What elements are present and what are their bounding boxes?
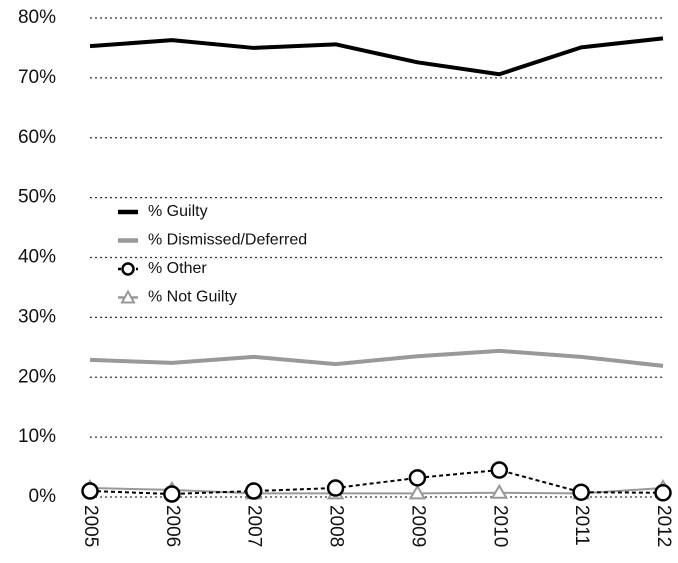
legend-label: % Guilty	[148, 203, 208, 220]
series	[81, 461, 672, 503]
point	[408, 484, 427, 500]
x-tick-label: 2011	[571, 505, 592, 546]
series	[89, 348, 664, 368]
y-tick-label: 60%	[18, 127, 56, 148]
point	[654, 484, 672, 502]
point	[490, 483, 509, 499]
x-tick-label: 2006	[162, 505, 183, 547]
line	[89, 36, 664, 77]
line	[89, 487, 664, 495]
y-tick-label: 30%	[18, 306, 56, 327]
legend: % Guilty % Dismissed/Deferred % Other % Not…	[118, 203, 307, 306]
x-tick-label: 2012	[653, 505, 674, 547]
legend-marker	[120, 289, 136, 304]
y-tick-label: 40%	[18, 247, 56, 268]
legend-label: % Not Guilty	[148, 289, 237, 306]
y-tick-label: 20%	[18, 366, 56, 387]
series	[89, 36, 664, 77]
x-tick-label: 2010	[489, 505, 510, 547]
y-tick-label: 80%	[18, 7, 56, 28]
point	[163, 485, 181, 503]
x-tick-label: 2005	[80, 505, 101, 547]
point	[572, 483, 590, 501]
point	[244, 482, 263, 500]
legend-marker	[121, 262, 135, 276]
line	[89, 348, 664, 368]
y-tick-label: 10%	[18, 426, 56, 447]
y-tick-label: 50%	[18, 187, 56, 208]
point	[408, 469, 427, 487]
point	[490, 461, 509, 479]
legend-label: % Dismissed/Deferred	[148, 232, 307, 249]
y-tick-label: 0%	[29, 486, 57, 507]
x-tick-label: 2009	[407, 505, 428, 547]
legend-label: % Other	[148, 260, 207, 277]
x-tick-label: 2007	[244, 505, 265, 547]
point	[326, 479, 345, 497]
y-tick-label: 70%	[18, 67, 56, 88]
x-tick-label: 2008	[326, 505, 347, 547]
point	[81, 482, 99, 500]
